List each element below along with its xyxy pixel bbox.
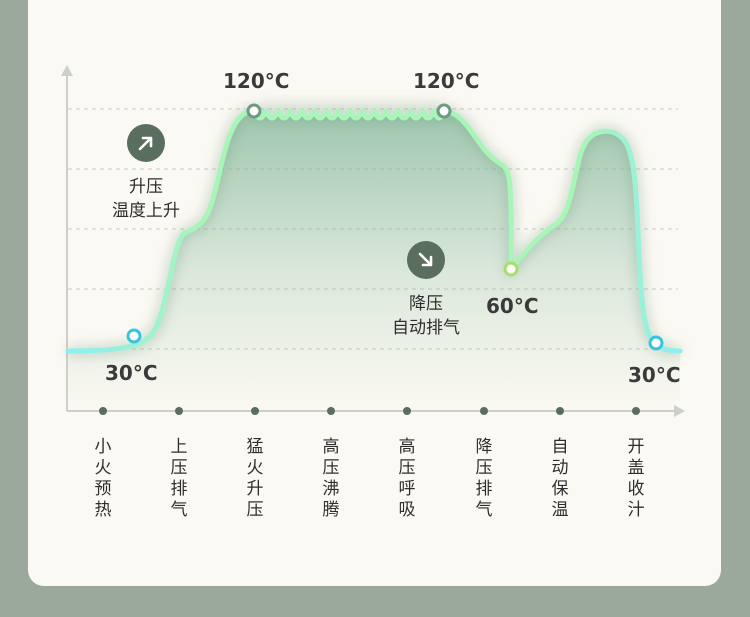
annotation-line: 升压 (129, 177, 163, 197)
data-point-marker (648, 335, 664, 351)
data-point-label: 30°C (628, 363, 681, 387)
annotation-line: 降压 (409, 294, 443, 314)
annotation-line: 温度上升 (112, 201, 180, 221)
stage-label: 猛火升压 (246, 437, 264, 520)
arrow-up-right-icon (127, 124, 165, 162)
stage-dot (175, 407, 183, 415)
arrow-down-right-icon (407, 241, 445, 279)
temperature-curve-chart: 30°C 120°C 120°C 60°C 30°C (61, 65, 685, 417)
stage-dot (327, 407, 335, 415)
stage-dot (403, 407, 411, 415)
data-point-marker (246, 103, 262, 119)
stage-label: 小火预热 (94, 437, 112, 520)
data-point-marker (436, 103, 452, 119)
annotation-pressure-down: 降压 自动排气 (374, 292, 478, 340)
data-point-label: 30°C (105, 361, 158, 385)
data-point-label: 60°C (486, 294, 539, 318)
stage-label: 自动保温 (551, 437, 569, 520)
stage-dot (251, 407, 259, 415)
stage-label: 高压沸腾 (322, 437, 340, 520)
y-axis-arrow (61, 65, 73, 76)
stage-label: 高压呼吸 (398, 437, 416, 520)
data-point-label: 120°C (223, 69, 289, 93)
stage-dot (632, 407, 640, 415)
annotation-pressure-up: 升压 温度上升 (98, 175, 194, 223)
chart-card: 30°C 120°C 120°C 60°C 30°C 升压 温度上升 降压 自动排气 小… (28, 0, 721, 586)
data-point-marker (503, 261, 519, 277)
stage-label: 开盖收汁 (627, 437, 645, 520)
data-point-label: 120°C (413, 69, 479, 93)
stage-dot (99, 407, 107, 415)
data-point-marker (126, 328, 142, 344)
stage-dot (556, 407, 564, 415)
stage-label: 上压排气 (170, 437, 188, 520)
annotation-line: 自动排气 (392, 318, 460, 338)
stage-label: 降压排气 (475, 437, 493, 520)
stage-dot (480, 407, 488, 415)
